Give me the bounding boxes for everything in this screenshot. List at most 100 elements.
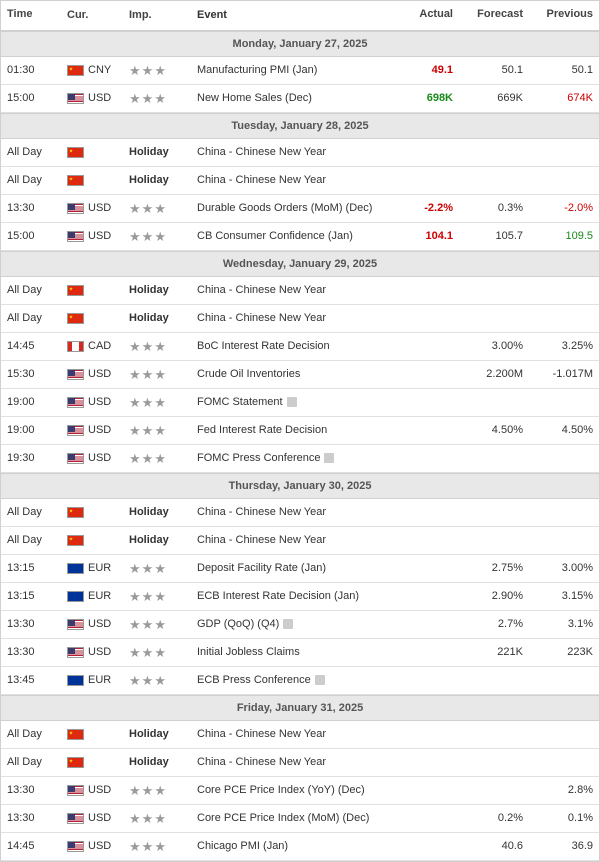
event-name[interactable]: FOMC Statement xyxy=(191,389,389,416)
event-time: 13:30 xyxy=(1,640,61,664)
event-name[interactable]: Fed Interest Rate Decision xyxy=(191,417,389,444)
event-row[interactable]: 13:30USD★★★Initial Jobless Claims221K223… xyxy=(1,639,599,667)
event-name[interactable]: Deposit Facility Rate (Jan) xyxy=(191,555,389,582)
event-importance: ★★★ xyxy=(123,58,191,83)
event-time: 01:30 xyxy=(1,58,61,82)
event-actual xyxy=(389,174,459,186)
event-row[interactable]: All DayHolidayChina - Chinese New Year xyxy=(1,749,599,777)
event-row[interactable]: 14:45USD★★★Chicago PMI (Jan)40.636.9 xyxy=(1,833,599,861)
event-row[interactable]: 01:30CNY★★★Manufacturing PMI (Jan)49.150… xyxy=(1,57,599,85)
event-row[interactable]: 13:30USD★★★Core PCE Price Index (YoY) (D… xyxy=(1,777,599,805)
event-row[interactable]: 13:30USD★★★Durable Goods Orders (MoM) (D… xyxy=(1,195,599,223)
event-name[interactable]: China - Chinese New Year xyxy=(191,277,389,304)
event-name[interactable]: New Home Sales (Dec) xyxy=(191,85,389,112)
event-time: All Day xyxy=(1,500,61,524)
event-name[interactable]: Durable Goods Orders (MoM) (Dec) xyxy=(191,195,389,222)
event-row[interactable]: 13:30USD★★★Core PCE Price Index (MoM) (D… xyxy=(1,805,599,833)
currency-code: EUR xyxy=(88,562,111,574)
event-currency: USD xyxy=(61,806,123,830)
star-icon: ★ xyxy=(142,840,154,853)
event-importance: ★★★ xyxy=(123,778,191,803)
event-actual xyxy=(389,506,459,518)
event-previous: 50.1 xyxy=(529,58,599,82)
event-name[interactable]: Core PCE Price Index (YoY) (Dec) xyxy=(191,777,389,804)
event-row[interactable]: 19:30USD★★★FOMC Press Conference xyxy=(1,445,599,473)
event-row[interactable]: 13:15EUR★★★ECB Interest Rate Decision (J… xyxy=(1,583,599,611)
event-forecast: 50.1 xyxy=(459,58,529,82)
event-row[interactable]: All DayHolidayChina - Chinese New Year xyxy=(1,277,599,305)
event-name[interactable]: China - Chinese New Year xyxy=(191,527,389,554)
event-forecast xyxy=(459,784,529,796)
star-icon: ★ xyxy=(129,452,141,465)
event-time: All Day xyxy=(1,306,61,330)
event-forecast: 2.90% xyxy=(459,584,529,608)
event-name[interactable]: GDP (QoQ) (Q4) xyxy=(191,611,389,638)
event-name[interactable]: BoC Interest Rate Decision xyxy=(191,333,389,360)
event-name[interactable]: China - Chinese New Year xyxy=(191,305,389,332)
flag-icon xyxy=(67,93,84,104)
flag-icon xyxy=(67,425,84,436)
star-icon: ★ xyxy=(142,340,154,353)
event-importance: ★★★ xyxy=(123,334,191,359)
event-forecast xyxy=(459,284,529,296)
currency-code: USD xyxy=(88,424,111,436)
event-row[interactable]: All DayHolidayChina - Chinese New Year xyxy=(1,167,599,195)
event-importance: ★★★ xyxy=(123,806,191,831)
event-forecast: 0.3% xyxy=(459,196,529,220)
event-actual xyxy=(389,452,459,464)
event-row[interactable]: 13:30USD★★★GDP (QoQ) (Q4)2.7%3.1% xyxy=(1,611,599,639)
event-row[interactable]: 13:15EUR★★★Deposit Facility Rate (Jan)2.… xyxy=(1,555,599,583)
event-row[interactable]: All DayHolidayChina - Chinese New Year xyxy=(1,527,599,555)
event-row[interactable]: All DayHolidayChina - Chinese New Year xyxy=(1,305,599,333)
event-row[interactable]: All DayHolidayChina - Chinese New Year xyxy=(1,721,599,749)
event-actual xyxy=(389,840,459,852)
event-name[interactable]: Core PCE Price Index (MoM) (Dec) xyxy=(191,805,389,832)
flag-icon xyxy=(67,813,84,824)
event-name[interactable]: CB Consumer Confidence (Jan) xyxy=(191,223,389,250)
star-icon: ★ xyxy=(129,64,141,77)
event-name[interactable]: ECB Press Conference xyxy=(191,667,389,694)
star-icon: ★ xyxy=(142,646,154,659)
event-forecast: 3.00% xyxy=(459,334,529,358)
event-name[interactable]: China - Chinese New Year xyxy=(191,499,389,526)
event-name[interactable]: Initial Jobless Claims xyxy=(191,639,389,666)
event-name[interactable]: FOMC Press Conference xyxy=(191,445,389,472)
event-row[interactable]: 19:00USD★★★FOMC Statement xyxy=(1,389,599,417)
star-icon: ★ xyxy=(129,202,141,215)
star-icon: ★ xyxy=(142,92,154,105)
event-actual xyxy=(389,562,459,574)
event-previous: 3.1% xyxy=(529,612,599,636)
event-time: 13:45 xyxy=(1,668,61,692)
event-currency xyxy=(61,279,123,302)
event-time: 13:30 xyxy=(1,196,61,220)
event-row[interactable]: 15:30USD★★★Crude Oil Inventories2.200M-1… xyxy=(1,361,599,389)
event-name[interactable]: China - Chinese New Year xyxy=(191,749,389,776)
event-row[interactable]: 15:00USD★★★New Home Sales (Dec)698K669K6… xyxy=(1,85,599,113)
event-name[interactable]: Crude Oil Inventories xyxy=(191,361,389,388)
header-forecast: Forecast xyxy=(459,1,529,30)
event-name[interactable]: China - Chinese New Year xyxy=(191,139,389,166)
day-header: Tuesday, January 28, 2025 xyxy=(1,113,599,139)
event-row[interactable]: 15:00USD★★★CB Consumer Confidence (Jan)1… xyxy=(1,223,599,251)
event-row[interactable]: 19:00USD★★★Fed Interest Rate Decision4.5… xyxy=(1,417,599,445)
holiday-label: Holiday xyxy=(129,284,169,296)
event-name[interactable]: China - Chinese New Year xyxy=(191,167,389,194)
star-icon: ★ xyxy=(142,396,154,409)
star-icon: ★ xyxy=(154,202,166,215)
event-row[interactable]: 14:45CAD★★★BoC Interest Rate Decision3.0… xyxy=(1,333,599,361)
event-name[interactable]: Manufacturing PMI (Jan) xyxy=(191,57,389,84)
event-name[interactable]: ECB Interest Rate Decision (Jan) xyxy=(191,583,389,610)
event-name[interactable]: Chicago PMI (Jan) xyxy=(191,833,389,860)
event-row[interactable]: 13:45EUR★★★ECB Press Conference xyxy=(1,667,599,695)
star-icon: ★ xyxy=(129,368,141,381)
star-icon: ★ xyxy=(129,812,141,825)
event-actual xyxy=(389,146,459,158)
event-name[interactable]: China - Chinese New Year xyxy=(191,721,389,748)
event-forecast: 669K xyxy=(459,86,529,110)
event-row[interactable]: All DayHolidayChina - Chinese New Year xyxy=(1,139,599,167)
currency-code: USD xyxy=(88,812,111,824)
event-row[interactable]: All DayHolidayChina - Chinese New Year xyxy=(1,499,599,527)
star-icon: ★ xyxy=(129,424,141,437)
event-actual xyxy=(389,812,459,824)
event-forecast xyxy=(459,506,529,518)
